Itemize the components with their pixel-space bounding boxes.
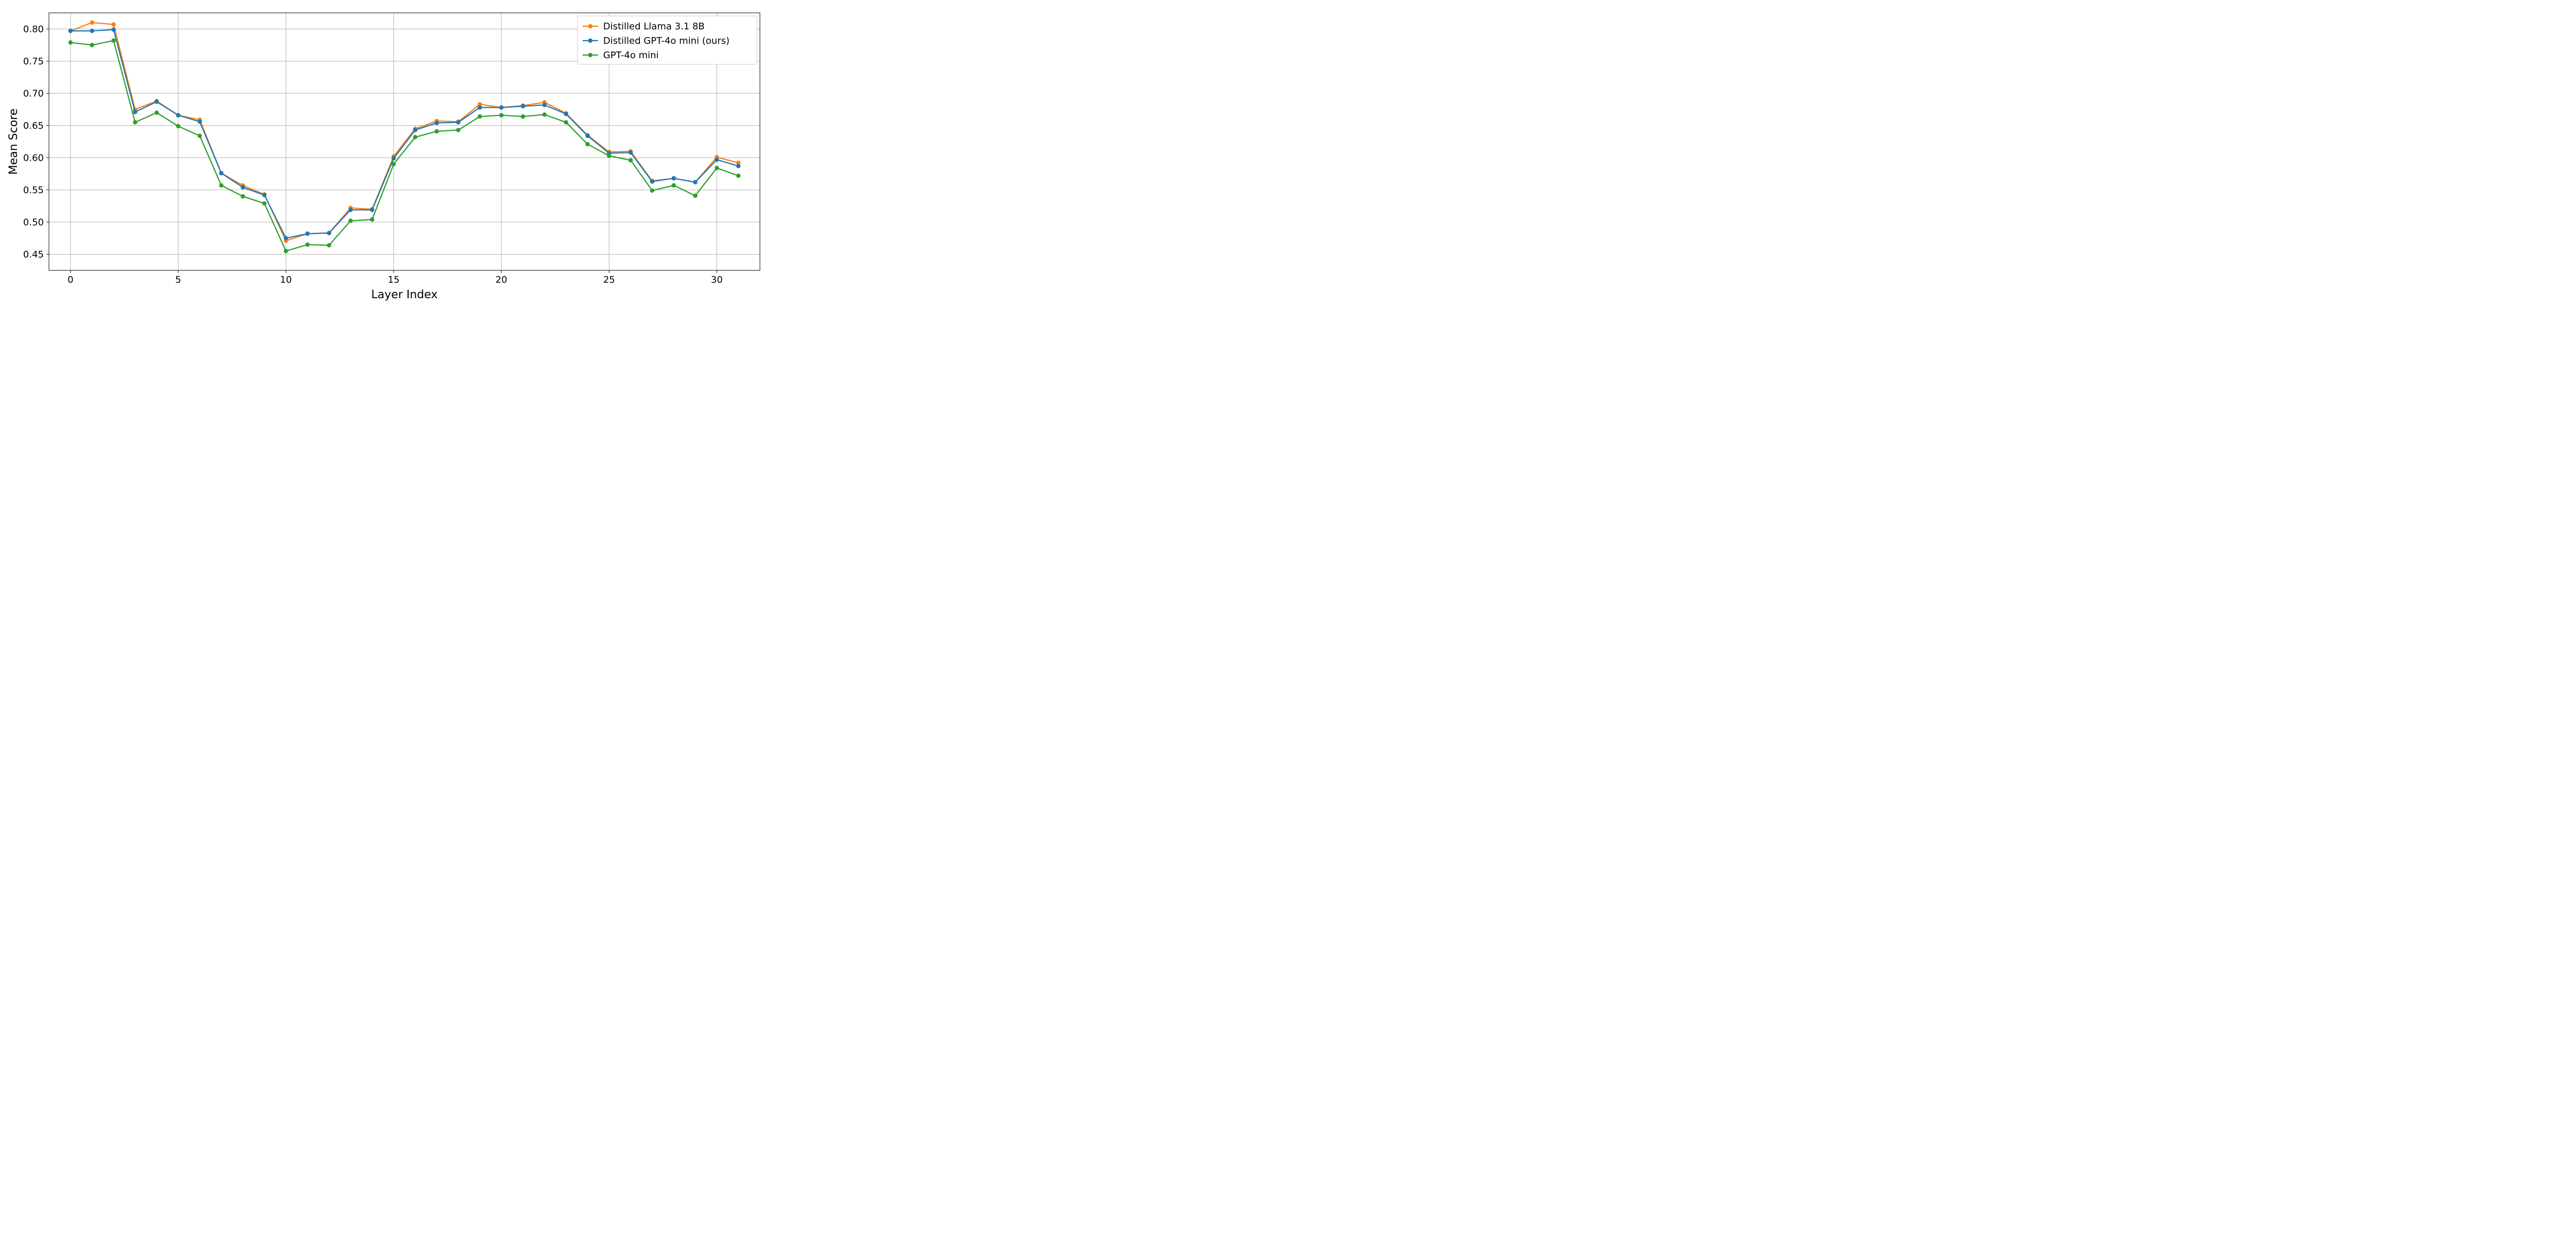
series-marker-gpt4omini_distilled [133,110,137,114]
series-marker-llama [90,21,94,25]
y-tick-label: 0.50 [23,217,44,228]
series-marker-gpt4omini_distilled [499,106,503,110]
series-marker-gpt4omini_distilled [413,128,417,132]
series-marker-gpt4omini [155,111,159,115]
y-tick-label: 0.60 [23,152,44,163]
series-marker-llama [111,22,115,26]
series-marker-gpt4omini_distilled [543,103,547,107]
series-marker-gpt4omini_distilled [90,29,94,33]
series-marker-gpt4omini_distilled [672,176,676,180]
legend-label: Distilled Llama 3.1 8B [603,21,705,32]
series-marker-gpt4omini [90,43,94,47]
series-marker-gpt4omini_distilled [715,158,719,162]
y-axis-label: Mean Score [7,109,20,175]
x-tick-label: 15 [388,274,400,285]
series-marker-gpt4omini_distilled [521,104,525,108]
series-marker-gpt4omini [607,153,611,158]
series-marker-gpt4omini_distilled [241,185,245,190]
series-marker-gpt4omini_distilled [370,208,374,212]
legend-swatch-marker [588,53,592,57]
x-axis-label: Layer Index [371,288,438,301]
series-marker-gpt4omini_distilled [327,231,331,235]
series-marker-gpt4omini [564,120,568,124]
series-marker-gpt4omini_distilled [176,113,180,117]
y-tick-label: 0.75 [23,56,44,67]
series-marker-gpt4omini [478,114,482,118]
y-tick-label: 0.55 [23,185,44,196]
series-marker-gpt4omini_distilled [284,236,288,240]
series-marker-gpt4omini_distilled [693,180,697,184]
series-marker-gpt4omini [241,194,245,198]
legend-swatch-marker [588,24,592,28]
series-marker-gpt4omini [629,158,633,162]
series-marker-gpt4omini_distilled [111,27,115,31]
x-tick-label: 5 [175,274,181,285]
series-marker-gpt4omini [133,120,137,124]
series-marker-gpt4omini_distilled [348,208,352,212]
series-marker-gpt4omini_distilled [198,119,202,124]
series-marker-gpt4omini_distilled [736,164,740,168]
x-tick-label: 25 [603,274,615,285]
series-marker-gpt4omini [650,188,654,193]
series-marker-gpt4omini [284,249,288,253]
y-tick-label: 0.45 [23,249,44,260]
series-marker-gpt4omini_distilled [69,29,73,33]
chart-svg: 0 5 10 15 20 25 30 0.45 0.50 0.55 0.60 0.65 0.70 0.75… [0,0,773,309]
series-marker-gpt4omini [456,128,460,132]
series-marker-gpt4omini_distilled [262,193,266,197]
series-marker-gpt4omini_distilled [392,156,396,160]
series-marker-gpt4omini_distilled [456,120,460,124]
series-marker-gpt4omini [348,219,352,223]
legend: Distilled Llama 3.1 8B Distilled GPT-4o m… [578,16,757,64]
legend-label: Distilled GPT-4o mini (ours) [603,36,730,46]
series-marker-gpt4omini [736,174,740,178]
x-tick-label: 20 [496,274,507,285]
series-marker-gpt4omini [543,112,547,116]
series-marker-gpt4omini [435,129,439,133]
series-marker-gpt4omini [69,40,73,44]
line-chart: 0 5 10 15 20 25 30 0.45 0.50 0.55 0.60 0.65 0.70 0.75… [0,0,2576,309]
series-marker-gpt4omini_distilled [650,179,654,183]
series-marker-gpt4omini_distilled [564,112,568,116]
series-marker-gpt4omini [219,183,223,187]
series-marker-gpt4omini [198,134,202,138]
series-marker-gpt4omini [521,114,525,118]
series-marker-gpt4omini_distilled [155,99,159,104]
series-marker-gpt4omini [715,166,719,170]
series-marker-gpt4omini_distilled [435,121,439,125]
y-tick-label: 0.70 [23,88,44,99]
series-marker-gpt4omini [672,183,676,187]
series-marker-gpt4omini [327,243,331,247]
series-marker-gpt4omini [499,113,503,117]
x-tick-label: 30 [711,274,723,285]
y-tick-label: 0.65 [23,121,44,131]
series-marker-gpt4omini [262,201,266,205]
y-tick-label: 0.80 [23,24,44,35]
series-marker-gpt4omini_distilled [219,171,223,175]
series-marker-gpt4omini [392,162,396,166]
series-marker-gpt4omini [176,124,180,128]
series-marker-gpt4omini_distilled [629,150,633,154]
series-marker-gpt4omini_distilled [306,232,310,236]
series-marker-gpt4omini_distilled [585,134,589,138]
x-tick-label: 10 [280,274,292,285]
series-marker-gpt4omini [585,142,589,146]
legend-label: GPT-4o mini [603,50,659,61]
series-marker-gpt4omini_distilled [478,106,482,110]
series-marker-gpt4omini [693,194,697,198]
series-marker-gpt4omini [111,39,115,43]
series-marker-gpt4omini [306,243,310,247]
x-tick-label: 0 [67,274,73,285]
series-marker-gpt4omini [413,135,417,139]
series-marker-gpt4omini [370,217,374,221]
legend-swatch-marker [588,39,592,43]
